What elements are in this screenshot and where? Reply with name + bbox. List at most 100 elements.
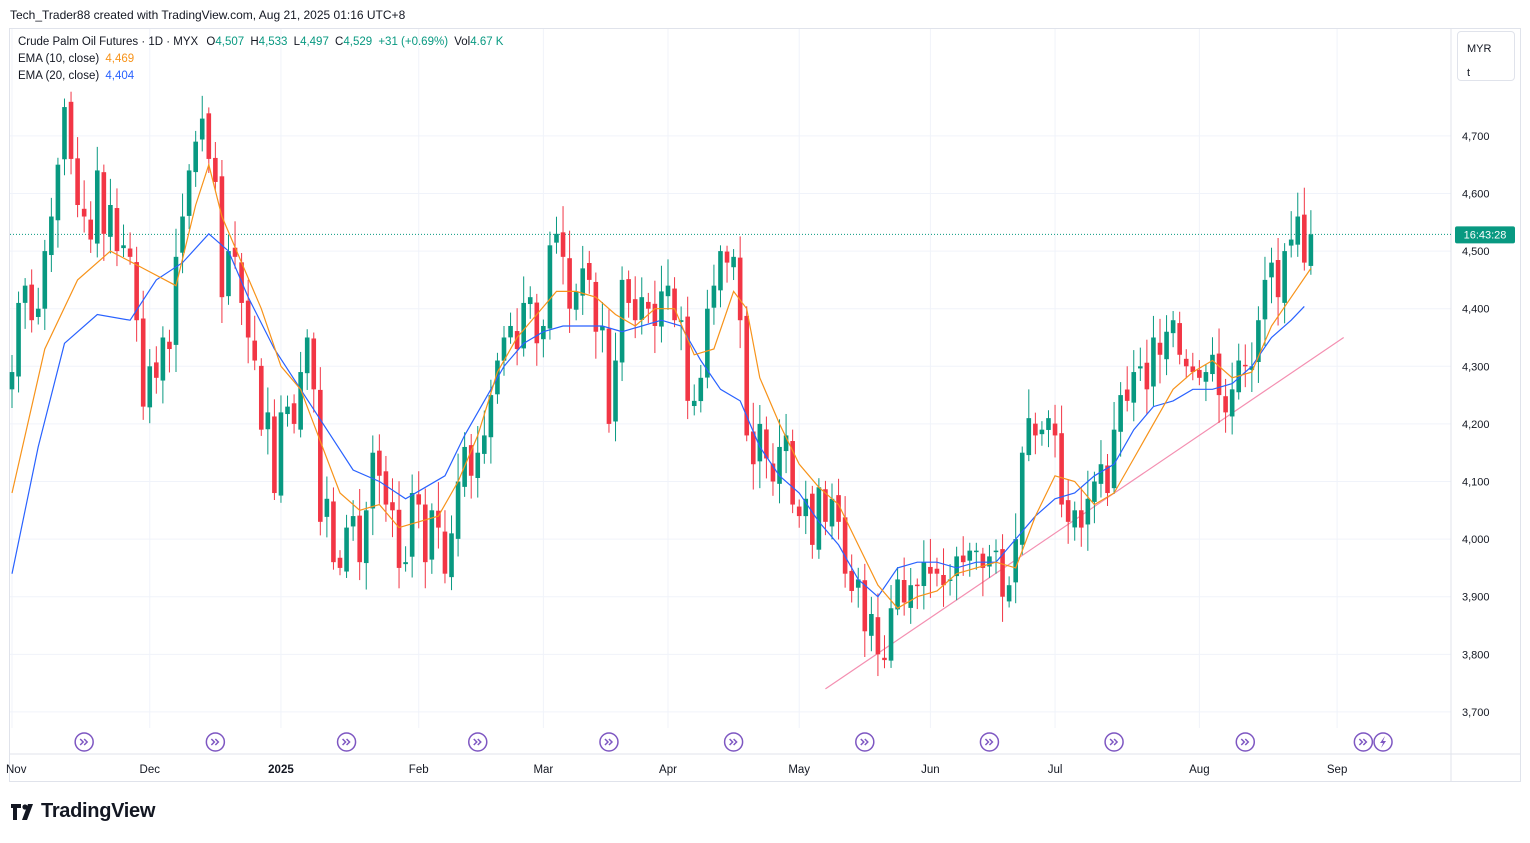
candle-body (501, 337, 507, 361)
candle-body (928, 566, 933, 574)
candle-body (724, 251, 730, 263)
lightning-glyph (1380, 736, 1387, 748)
y-tick-label: 4,400 (1462, 304, 1490, 316)
ema10-line (11, 162, 1312, 609)
candle-body (199, 118, 205, 140)
candle-body (81, 208, 87, 217)
candle-body (1249, 366, 1255, 370)
candle-body (580, 268, 586, 296)
candle-body (1000, 549, 1005, 597)
candle-body (1308, 234, 1314, 266)
candle-body (1275, 260, 1281, 298)
candle-body (757, 423, 763, 462)
candle-body (547, 245, 553, 329)
candle-body (586, 263, 592, 280)
candle-body (1131, 372, 1137, 403)
ema20-legend[interactable]: EMA (20, close) 4,404 (18, 69, 134, 84)
candle-body (252, 340, 258, 361)
candle-body (429, 510, 435, 560)
candle-body (718, 251, 723, 291)
candle-body (1059, 433, 1064, 505)
volume-label: Vol (454, 36, 471, 48)
candle-body (1052, 423, 1058, 436)
candle-body (613, 360, 618, 422)
candle-body (383, 471, 389, 505)
candle-body (639, 297, 645, 320)
candle-body (1216, 353, 1222, 396)
y-tick-label: 4,300 (1462, 361, 1490, 373)
candle-body (344, 527, 349, 572)
candle-body (901, 580, 907, 603)
ema10-value: 4,469 (105, 53, 135, 65)
candle-body (1046, 418, 1051, 430)
candle-body (619, 279, 625, 363)
candle-body (475, 452, 481, 478)
event-arrow-glyph (1240, 738, 1250, 746)
ema10-legend[interactable]: EMA (10, close) 4,469 (18, 52, 134, 67)
candle-body (1288, 239, 1294, 246)
candle-body (409, 493, 415, 557)
candle-body (258, 365, 264, 430)
candle-body (278, 412, 284, 496)
open-label: O (206, 36, 216, 48)
event-arrow-glyph (1109, 738, 1119, 746)
candle-body (554, 233, 559, 243)
candle-body (691, 400, 697, 407)
candle-body (632, 299, 638, 321)
candle-body (272, 416, 277, 494)
candle-body (160, 337, 166, 381)
candle-body (396, 509, 402, 568)
candle-body (1242, 364, 1248, 367)
candle-body (1203, 372, 1209, 382)
candle-body (508, 325, 513, 338)
candle-body (114, 208, 120, 252)
event-arrow-glyph (1358, 738, 1368, 746)
candle-body (154, 362, 159, 378)
x-tick-label: Feb (409, 764, 429, 776)
candle-body (304, 337, 310, 374)
candle-body (829, 498, 835, 527)
candle-body (816, 487, 822, 550)
candle-body (377, 450, 382, 476)
symbol-name[interactable]: Crude Palm Oil Futures · 1D · MYX (18, 36, 199, 48)
candle-body (1026, 418, 1032, 456)
x-tick-label: Nov (6, 764, 27, 776)
candle-body (232, 247, 238, 257)
y-tick-label: 3,700 (1462, 707, 1490, 719)
candle-body (875, 617, 881, 655)
candle-body (606, 328, 612, 424)
candle-body (626, 279, 631, 303)
candle-body (1105, 465, 1110, 494)
candle-body (823, 489, 828, 522)
candle-body (593, 281, 599, 332)
candle-body (1111, 429, 1117, 489)
y-tick-label: 4,100 (1462, 477, 1490, 489)
event-arrow-glyph (604, 738, 614, 746)
ema20-line (11, 232, 1305, 598)
candle-body (1295, 216, 1301, 245)
candle-body (121, 245, 126, 249)
candle-body (370, 452, 376, 509)
candle-body (29, 284, 34, 321)
candle-body (147, 366, 153, 408)
candle-body (68, 101, 74, 159)
candle-body (908, 585, 914, 608)
countdown-text: 16:43:28 (1464, 229, 1507, 241)
candle-body (442, 531, 448, 574)
candle-body (541, 325, 546, 340)
candle-body (357, 515, 362, 563)
candle-body (298, 372, 303, 430)
candle-body (1078, 510, 1084, 528)
candle-body (390, 502, 395, 511)
candle-body (167, 341, 172, 350)
event-arrow-glyph (473, 738, 482, 746)
tradingview-logo[interactable]: TradingView (11, 800, 155, 823)
candle-body (750, 431, 756, 465)
x-tick-label: Apr (659, 764, 677, 776)
x-tick-label: Jul (1048, 764, 1063, 776)
candle-body (665, 285, 671, 297)
candle-body (777, 446, 782, 484)
candle-body (285, 406, 290, 415)
currency-unit-box[interactable]: MYR t (1457, 31, 1515, 81)
